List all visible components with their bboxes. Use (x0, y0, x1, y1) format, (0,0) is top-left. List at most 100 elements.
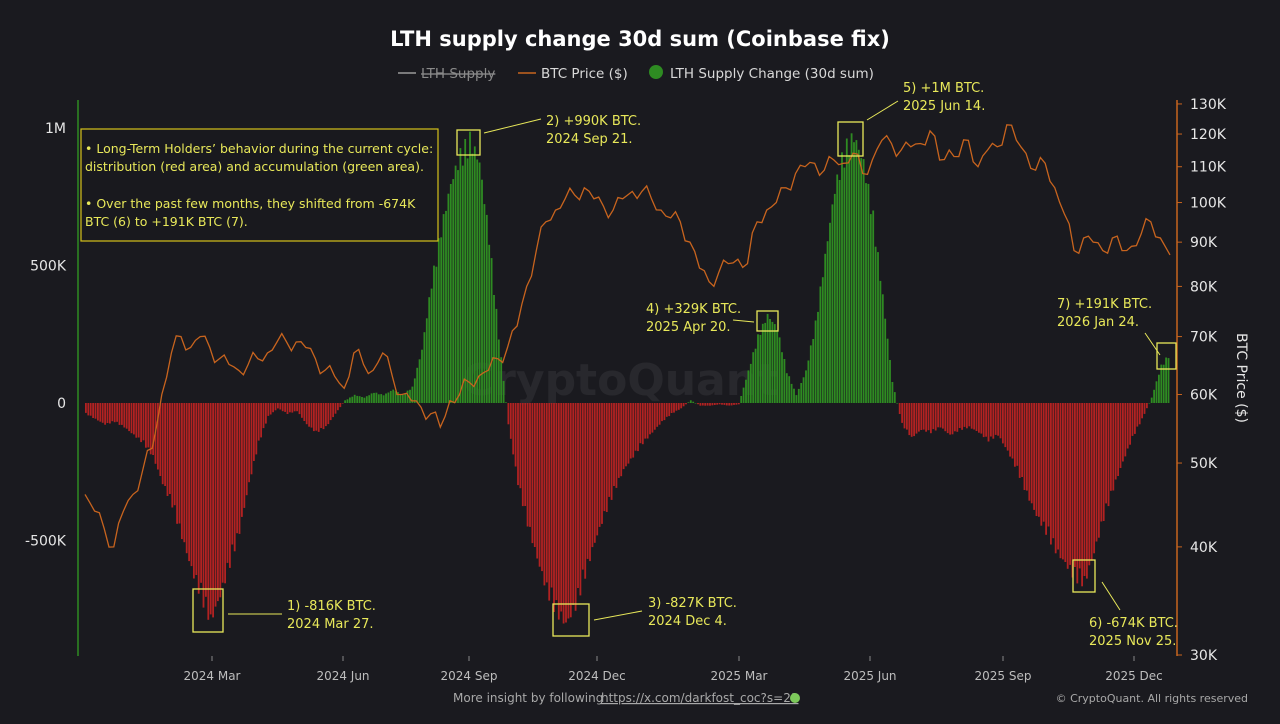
bar-negative (932, 403, 935, 430)
bar-negative (193, 403, 195, 579)
bar-positive (389, 390, 392, 403)
bar-negative (966, 403, 968, 429)
bar-positive (694, 403, 697, 404)
bar-negative (94, 403, 97, 419)
bar-negative (1122, 403, 1124, 462)
bar-positive (425, 318, 428, 403)
bar-positive (781, 352, 783, 403)
legend-item-supply-change[interactable]: LTH Supply Change (30d sum) (649, 65, 874, 82)
bar-negative (512, 403, 515, 455)
bar-positive (865, 183, 867, 403)
bar-negative (985, 403, 987, 437)
bar-negative (970, 403, 973, 429)
bar-negative (257, 403, 260, 441)
footer-link[interactable]: https://x.com/darkfost_coc?s=21 (601, 691, 798, 705)
bar-negative (682, 403, 685, 407)
bar-negative (992, 403, 995, 439)
bar-negative (303, 403, 306, 421)
bar-negative (1062, 403, 1064, 560)
annotation-arrow (593, 610, 643, 621)
bar-positive (817, 311, 819, 403)
bar-positive (778, 337, 781, 403)
bar-negative (121, 403, 123, 425)
left-tick-label: 0 (57, 396, 66, 412)
bar-negative (1040, 403, 1043, 526)
bar-negative (1047, 403, 1050, 527)
bar-positive (416, 367, 419, 403)
bar-negative (1138, 403, 1141, 425)
bar-negative (231, 403, 234, 545)
bar-positive (346, 399, 349, 403)
bar-positive (793, 388, 795, 403)
annotation-arrow (1144, 332, 1161, 356)
supply-change-bars (85, 131, 1170, 624)
bar-negative (1093, 403, 1095, 554)
bar-positive (797, 388, 800, 403)
bar-negative (999, 403, 1002, 439)
annotation-arrow (483, 118, 542, 134)
bar-negative (733, 403, 735, 405)
right-tick-label: 60K (1190, 388, 1218, 404)
bar-positive (877, 252, 879, 403)
note-box-border (80, 128, 439, 242)
bar-positive (505, 402, 507, 403)
bar-negative (1028, 403, 1031, 501)
bar-positive (1153, 389, 1155, 403)
bar-negative (1119, 403, 1122, 468)
bar-negative (601, 403, 603, 524)
bar-positive (466, 158, 469, 403)
bar-negative (284, 403, 286, 412)
bar-negative (954, 403, 956, 432)
bar-negative (605, 403, 608, 512)
annotation-date: 2024 Sep 21. (546, 132, 633, 147)
bar-positive (785, 373, 788, 403)
bar-positive (413, 378, 416, 403)
bar-negative (701, 403, 704, 406)
bar-negative (1004, 403, 1007, 448)
bar-negative (661, 403, 663, 422)
bar-negative (185, 403, 188, 554)
bar-positive (476, 159, 479, 403)
bar-positive (442, 214, 445, 403)
bar-negative (1023, 403, 1026, 490)
legend-item-btc-price[interactable]: BTC Price ($) (518, 66, 628, 82)
bar-positive (812, 339, 815, 403)
bar-negative (531, 403, 534, 544)
right-tick-label: 90K (1190, 235, 1218, 251)
bar-negative (245, 403, 248, 496)
bar-positive (385, 393, 387, 403)
bar-negative (920, 403, 923, 430)
bar-positive (788, 376, 791, 403)
bar-negative (197, 403, 200, 594)
bar-negative (1100, 403, 1103, 522)
bar-negative (545, 403, 548, 583)
bar-negative (610, 403, 613, 500)
bar-positive (401, 394, 404, 403)
bar-positive (447, 193, 450, 403)
bar-negative (236, 403, 238, 534)
bar-negative (99, 403, 102, 422)
bar-negative (171, 403, 174, 508)
note-line-4: BTC (6) to +191K BTC (7). (85, 214, 248, 229)
bar-negative (224, 403, 226, 584)
bar-positive (452, 179, 455, 403)
bar-negative (145, 403, 147, 448)
bar-negative (87, 403, 90, 416)
bar-positive (754, 348, 757, 403)
bar-positive (392, 389, 395, 403)
bar-negative (1033, 403, 1035, 510)
bar-positive (893, 392, 896, 403)
legend-label-btc-price: BTC Price ($) (541, 66, 628, 82)
bar-positive (497, 339, 500, 403)
legend-item-lth-supply[interactable]: LTH Supply (398, 66, 495, 82)
bar-negative (918, 403, 920, 432)
bar-negative (915, 403, 918, 434)
bar-negative (1052, 403, 1055, 539)
bar-negative (1107, 403, 1110, 507)
annotation-text: 6) -674K BTC. (1089, 616, 1178, 631)
bar-negative (1009, 403, 1011, 457)
right-axis-ticks: 130K 120K 110K 100K 90K 80K 70K 60K 50K 40K 30K (1177, 97, 1227, 664)
bar-negative (325, 403, 327, 427)
bar-negative (85, 403, 87, 413)
